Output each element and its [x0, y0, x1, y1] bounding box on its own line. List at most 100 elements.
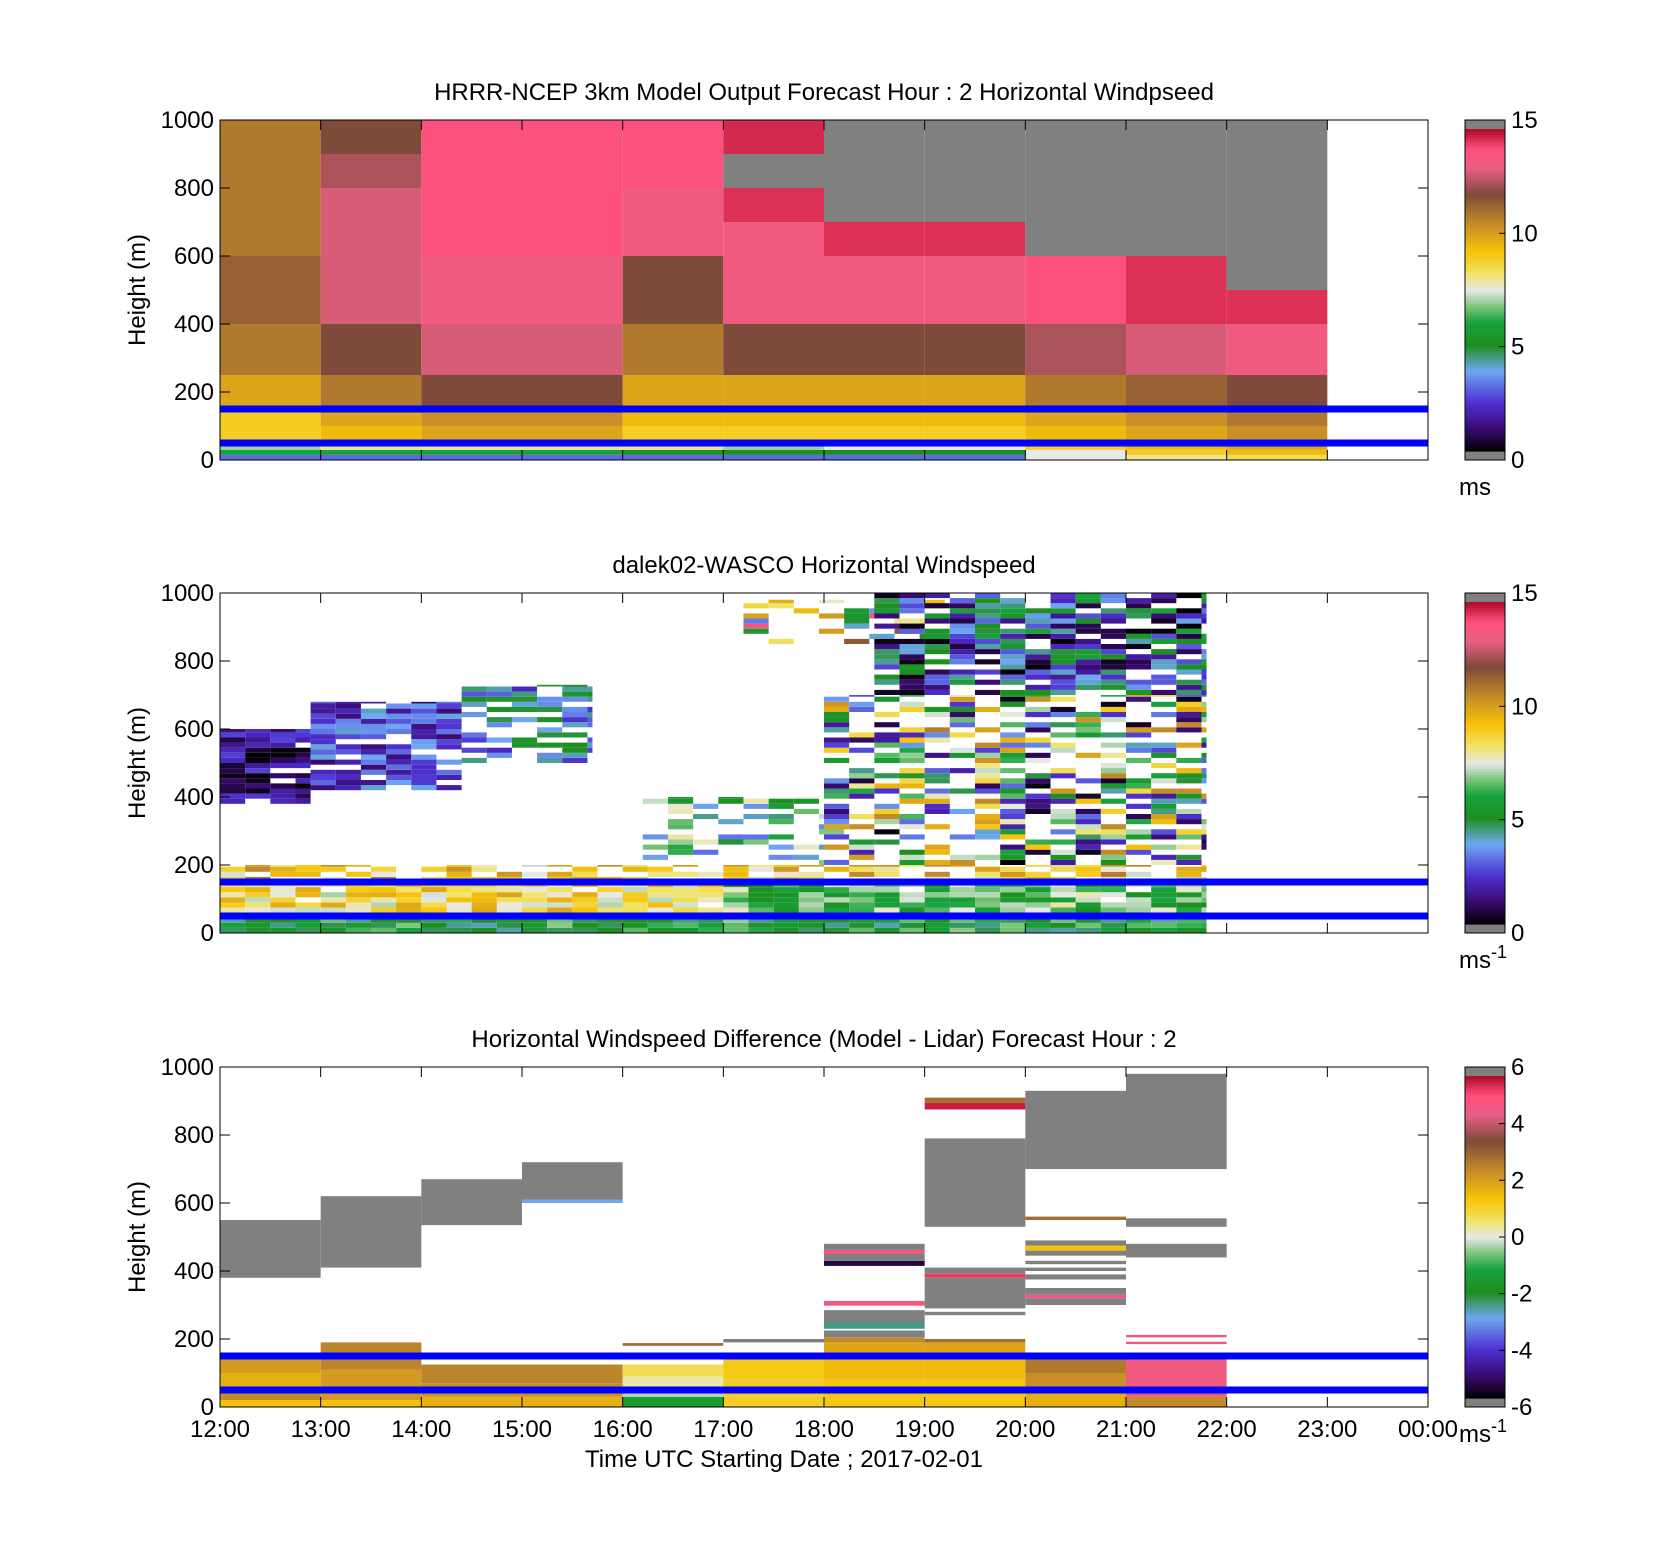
colorbar-swatch — [1465, 1118, 1505, 1123]
heatmap-cell — [537, 732, 563, 738]
heatmap-cell — [768, 798, 794, 804]
colorbar-swatch — [1465, 615, 1505, 619]
heatmap-cell — [1050, 628, 1076, 634]
heatmap-cell — [924, 1277, 1026, 1288]
heatmap-cell — [220, 454, 321, 460]
heatmap-cell — [220, 778, 246, 784]
colorbar-swatch — [1465, 362, 1505, 366]
heatmap-cell — [773, 892, 799, 898]
heatmap-cell — [849, 768, 875, 774]
heatmap-cell — [522, 1199, 623, 1203]
heatmap-cell — [1126, 1334, 1227, 1338]
heatmap-cell — [587, 706, 593, 712]
heatmap-cell — [220, 409, 321, 426]
heatmap-cell — [768, 819, 794, 825]
heatmap-cell — [723, 1396, 824, 1407]
heatmap-cell — [1201, 829, 1207, 835]
heatmap-cell — [1126, 829, 1152, 835]
colorbar-swatch — [1465, 776, 1505, 780]
heatmap-cell — [1126, 788, 1152, 794]
heatmap-cell — [1201, 613, 1207, 619]
heatmap-cell — [673, 927, 699, 933]
heatmap-cell — [622, 917, 648, 923]
heatmap-cell — [1176, 922, 1202, 928]
colorbar-swatch — [1465, 1304, 1505, 1308]
heatmap-cell — [1075, 593, 1101, 599]
heatmap-cell — [360, 749, 387, 755]
heatmap-cell — [421, 120, 522, 256]
heatmap-cell — [1226, 449, 1328, 455]
heatmap-cell — [547, 917, 573, 923]
heatmap-cell — [975, 902, 1001, 908]
heatmap-cell — [693, 849, 719, 855]
heatmap-cell — [975, 814, 1001, 820]
heatmap-cell — [1151, 633, 1177, 639]
heatmap-cell — [1050, 706, 1076, 712]
heatmap-cell — [1025, 927, 1051, 933]
heatmap-cell — [471, 927, 497, 933]
heatmap-cell — [1000, 654, 1026, 660]
heatmap-cell — [673, 892, 699, 898]
heatmap-cell — [1100, 644, 1126, 650]
heatmap-cell — [1151, 742, 1177, 748]
heatmap-cell — [396, 927, 422, 933]
colorbar-swatch — [1465, 1312, 1505, 1316]
heatmap-cell — [1025, 454, 1126, 460]
colorbar-swatch — [1465, 1143, 1505, 1147]
heatmap-cell — [1050, 598, 1076, 604]
heatmap-cell — [768, 599, 794, 604]
heatmap-cell — [1151, 803, 1177, 809]
heatmap-cell — [1126, 783, 1152, 789]
heatmap-cell — [1201, 917, 1207, 923]
colorbar-swatch — [1465, 190, 1505, 194]
heatmap-cell — [899, 674, 925, 680]
heatmap-cell — [1025, 633, 1051, 639]
heatmap-cell — [1025, 1260, 1126, 1265]
heatmap-cell — [924, 788, 950, 794]
heatmap-cell — [562, 742, 588, 748]
heatmap-cell — [824, 375, 925, 409]
heatmap-cell — [1226, 290, 1328, 324]
heatmap-cell — [673, 871, 699, 877]
heatmap-cell — [949, 717, 975, 723]
colorbar-swatch — [1465, 228, 1505, 232]
heatmap-cell — [718, 834, 744, 840]
colorbar-tick-label: 0 — [1511, 1224, 1524, 1251]
heatmap-cell — [436, 713, 462, 719]
heatmap-cell — [396, 917, 422, 923]
heatmap-cell — [1176, 778, 1202, 784]
heatmap-cell — [899, 757, 925, 763]
heatmap-cell — [396, 922, 422, 928]
colorbar-swatch — [1465, 856, 1505, 861]
colorbar-swatch — [1465, 196, 1505, 200]
heatmap-cell — [1151, 814, 1177, 820]
colorbar-swatch — [1465, 1352, 1505, 1356]
colorbar-swatch — [1465, 188, 1505, 192]
colorbar-swatch — [1465, 634, 1505, 638]
heatmap-cell — [975, 917, 1001, 923]
heatmap-cell — [1075, 603, 1101, 609]
heatmap-cell — [824, 1396, 925, 1407]
heatmap-cell — [486, 737, 512, 743]
colorbar-swatch — [1465, 308, 1505, 313]
heatmap-cell — [924, 324, 1026, 375]
heatmap-cell — [723, 922, 749, 928]
heatmap-cell — [1075, 927, 1101, 933]
heatmap-cell — [461, 696, 487, 702]
heatmap-cell — [1000, 902, 1026, 908]
heatmap-cell — [622, 256, 724, 324]
heatmap-cell — [562, 747, 588, 753]
heatmap-cell — [220, 927, 246, 933]
heatmap-cell — [824, 222, 925, 256]
colorbar-swatch — [1465, 1357, 1505, 1362]
colorbar-swatch — [1465, 1113, 1505, 1117]
heatmap-cell — [1176, 664, 1202, 670]
heatmap-cell — [975, 603, 1001, 609]
heatmap-cell — [798, 927, 824, 933]
heatmap-cell — [824, 803, 850, 809]
heatmap-cell — [1176, 866, 1202, 872]
heatmap-cell — [975, 788, 1001, 794]
heatmap-cell — [1176, 712, 1202, 718]
heatmap-cell — [647, 917, 673, 923]
heatmap-cell — [386, 764, 412, 770]
